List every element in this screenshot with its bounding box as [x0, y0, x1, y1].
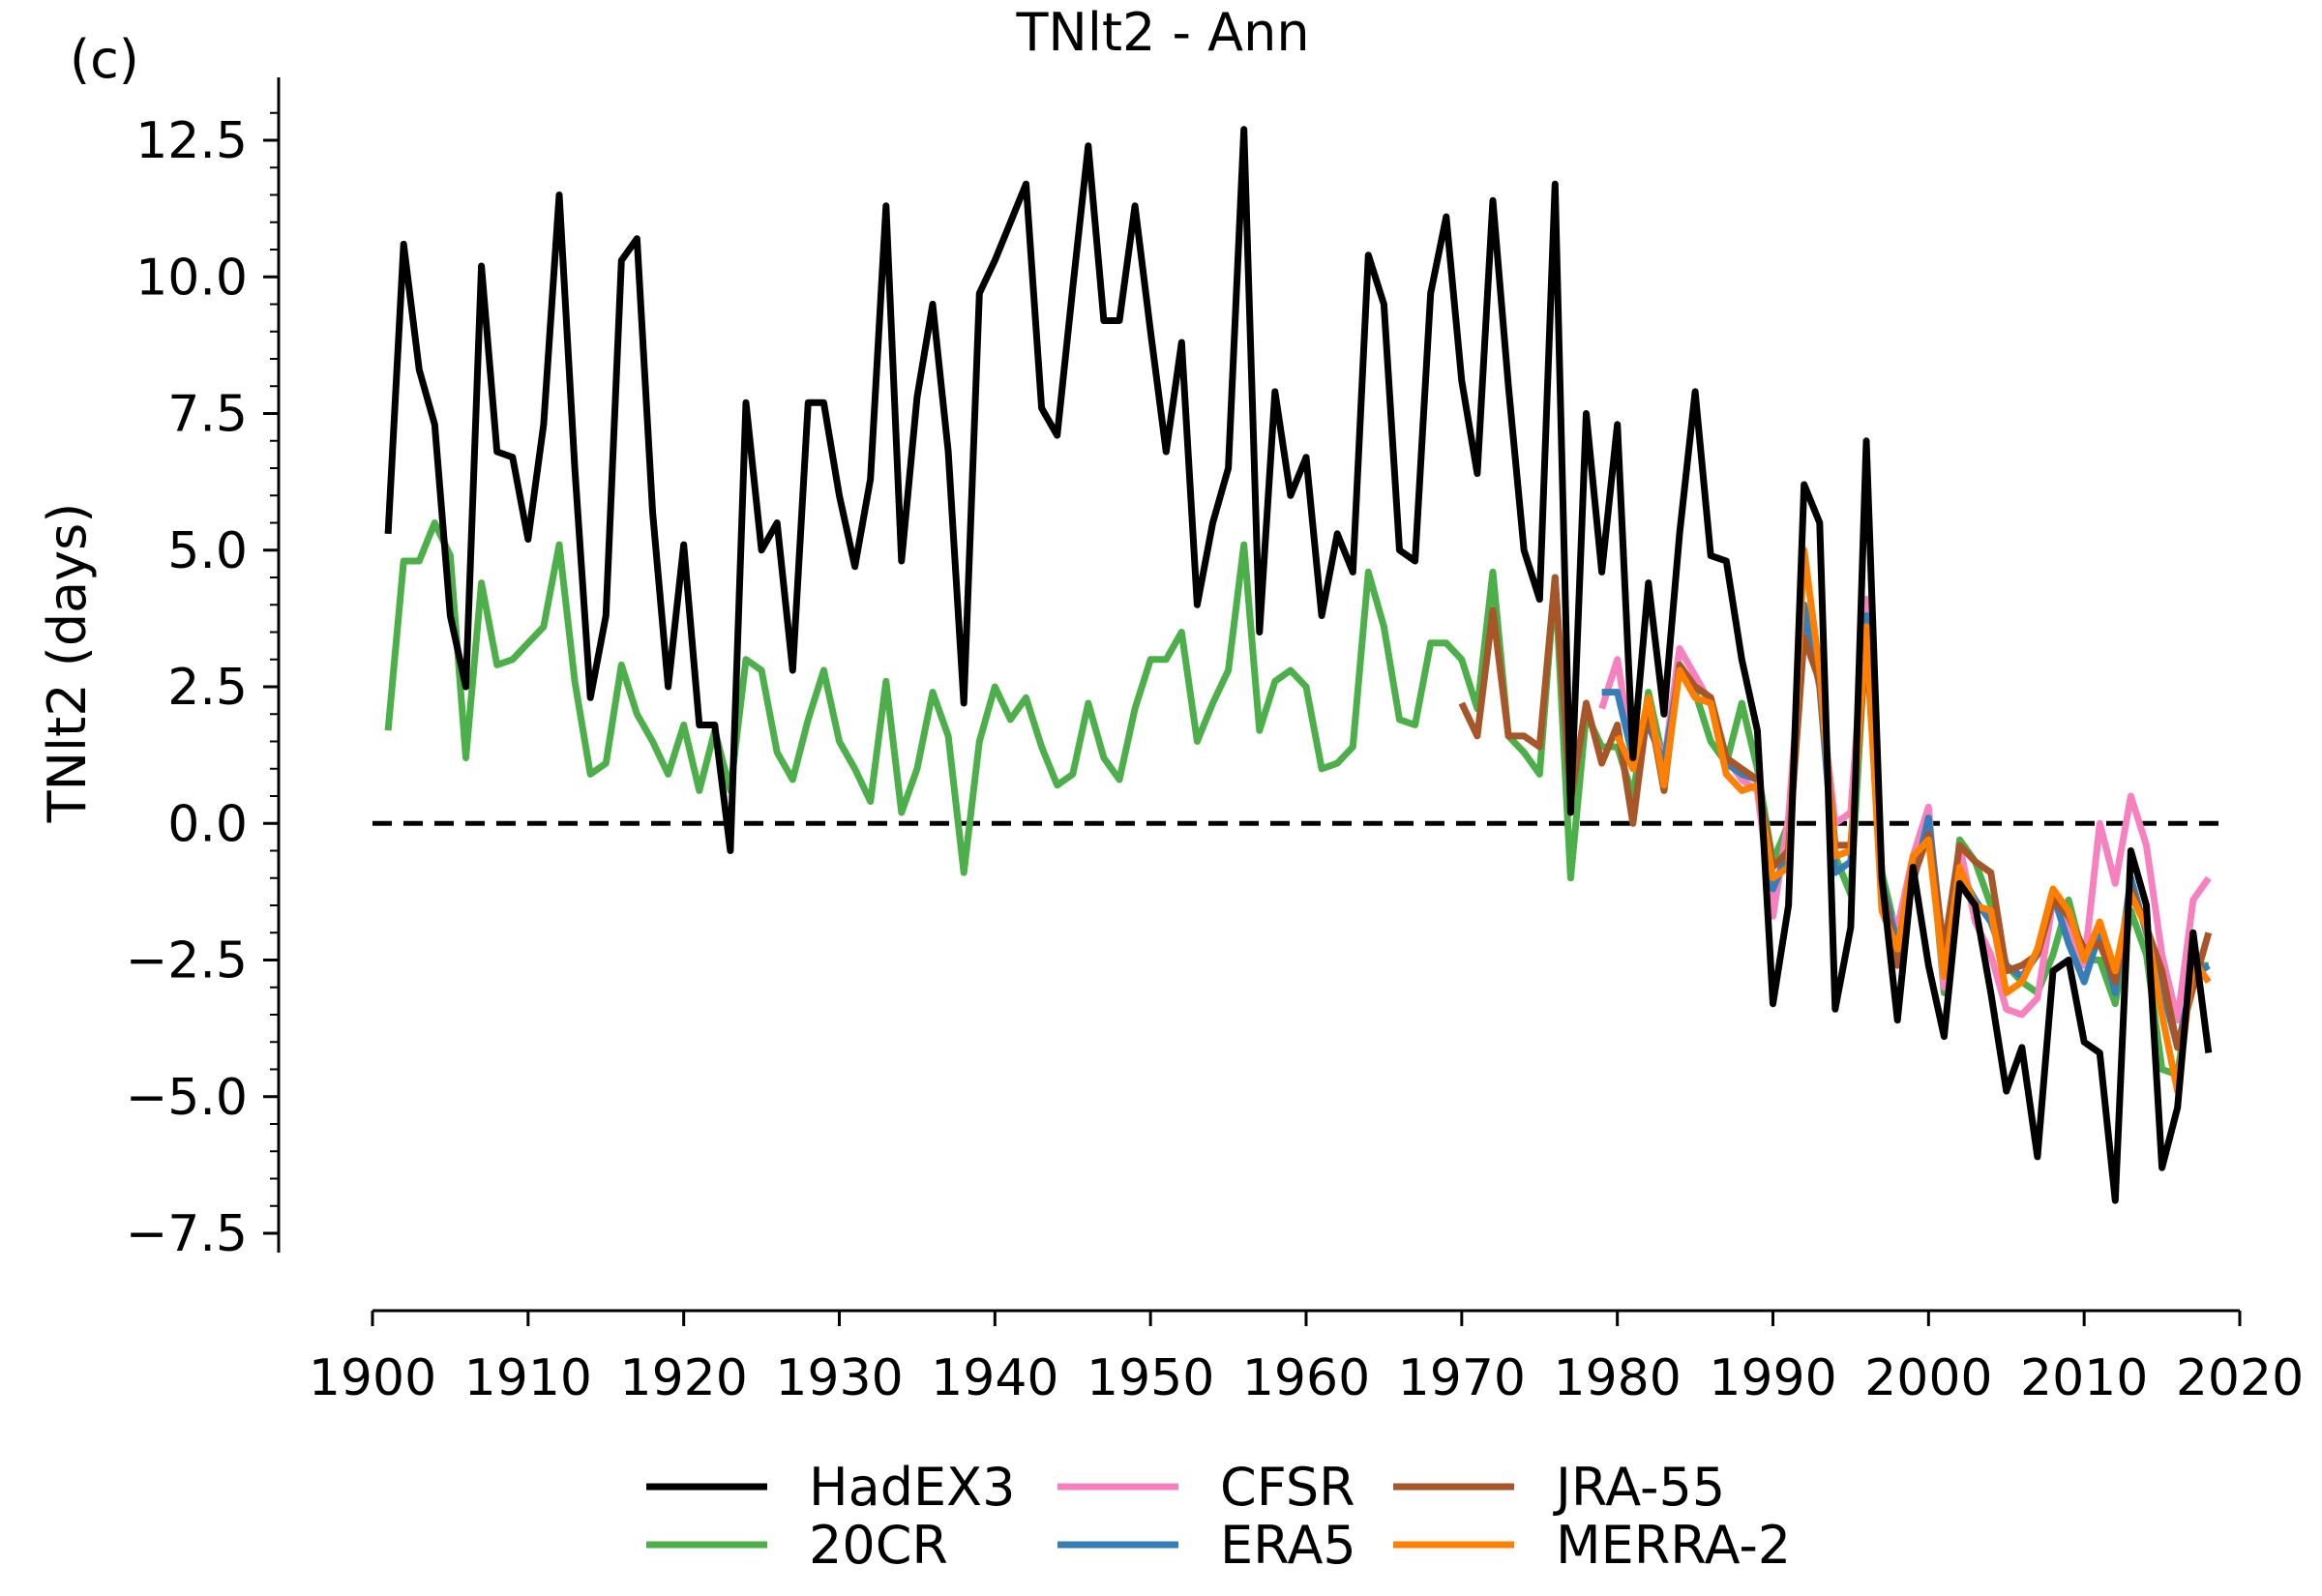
y-tick-label: 12.5: [135, 112, 248, 170]
x-tick-label: 2010: [2020, 1349, 2148, 1407]
panel-label: (c): [70, 29, 139, 90]
y-tick-label: −5.0: [126, 1069, 248, 1127]
y-tick-label: −2.5: [126, 932, 248, 990]
x-tick-label: 1940: [931, 1349, 1058, 1407]
x-tick-label: 1900: [309, 1349, 436, 1407]
x-tick-label: 2020: [2176, 1349, 2304, 1407]
y-tick-label: 0.0: [167, 795, 248, 853]
legend-label-merra-2: MERRA-2: [1556, 1515, 1791, 1576]
legend-label-hadex3: HadEX3: [809, 1457, 1015, 1518]
x-tick-label: 1990: [1709, 1349, 1836, 1407]
legend-label-20cr: 20CR: [809, 1515, 948, 1576]
x-tick-label: 1930: [775, 1349, 903, 1407]
y-tick-label: 7.5: [167, 386, 248, 444]
series-line-merra-2: [1614, 547, 2212, 1095]
x-tick-label: 1950: [1087, 1349, 1214, 1407]
plot-area: [372, 126, 2224, 1204]
x-tick-label: 2000: [1864, 1349, 1992, 1407]
x-tick-label: 1970: [1398, 1349, 1526, 1407]
y-axis: 12.5 10.0 7.5 5.0 2.5 0.0 −2.5 −5.0 −7.5: [126, 77, 281, 1263]
x-tick-label: 1960: [1242, 1349, 1370, 1407]
chart-title: TNlt2 - Ann: [1015, 2, 1309, 63]
legend-label-cfsr: CFSR: [1220, 1457, 1355, 1518]
legend-label-era5: ERA5: [1220, 1515, 1356, 1576]
x-axis: 1900 1910 1920 1930 1940 1950 1960 1970 1980 1990…: [309, 1309, 2304, 1407]
x-tick-label: 1980: [1553, 1349, 1681, 1407]
y-tick-label: 5.0: [167, 522, 248, 580]
y-axis-label: TNlt2 (days): [37, 503, 98, 824]
x-tick-label: 1920: [619, 1349, 747, 1407]
x-tick-label: 1910: [464, 1349, 592, 1407]
y-tick-label: 2.5: [167, 659, 248, 717]
legend-label-jra-55: JRA-55: [1553, 1457, 1725, 1518]
y-tick-label: 10.0: [135, 249, 248, 307]
series-line-hadex3: [384, 126, 2213, 1204]
y-tick-label: −7.5: [126, 1205, 248, 1263]
